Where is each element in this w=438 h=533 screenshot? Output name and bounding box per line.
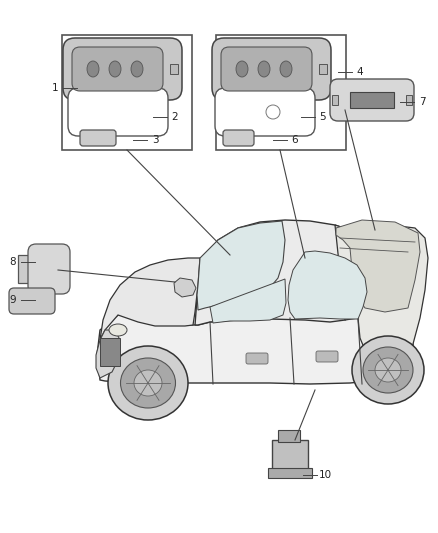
Polygon shape xyxy=(195,220,378,325)
FancyBboxPatch shape xyxy=(330,79,414,121)
Ellipse shape xyxy=(236,61,248,77)
Bar xyxy=(278,430,300,442)
Ellipse shape xyxy=(109,61,121,77)
FancyBboxPatch shape xyxy=(212,38,331,100)
FancyBboxPatch shape xyxy=(223,130,254,146)
FancyBboxPatch shape xyxy=(80,130,116,146)
Bar xyxy=(350,92,394,108)
Bar xyxy=(18,255,40,283)
FancyBboxPatch shape xyxy=(246,353,268,364)
Polygon shape xyxy=(100,258,200,340)
FancyBboxPatch shape xyxy=(221,47,312,91)
Polygon shape xyxy=(174,278,196,297)
FancyBboxPatch shape xyxy=(28,244,70,294)
Bar xyxy=(272,440,308,472)
Text: 1: 1 xyxy=(52,83,58,93)
Ellipse shape xyxy=(134,370,162,396)
Ellipse shape xyxy=(375,358,401,382)
Ellipse shape xyxy=(131,61,143,77)
Text: 9: 9 xyxy=(10,295,16,305)
Ellipse shape xyxy=(352,336,424,404)
FancyBboxPatch shape xyxy=(9,288,55,314)
Polygon shape xyxy=(288,251,367,319)
Text: 3: 3 xyxy=(152,135,158,145)
Ellipse shape xyxy=(87,61,99,77)
Text: 5: 5 xyxy=(320,112,326,122)
Text: 10: 10 xyxy=(318,470,332,480)
Polygon shape xyxy=(96,330,120,378)
Bar xyxy=(100,338,120,366)
Bar xyxy=(170,64,178,74)
FancyBboxPatch shape xyxy=(316,351,338,362)
Bar xyxy=(268,468,312,478)
Ellipse shape xyxy=(108,346,188,420)
FancyBboxPatch shape xyxy=(68,88,168,136)
Bar xyxy=(216,35,346,150)
Ellipse shape xyxy=(280,61,292,77)
Text: 7: 7 xyxy=(419,97,425,107)
Bar xyxy=(332,95,338,105)
Polygon shape xyxy=(97,308,414,384)
FancyBboxPatch shape xyxy=(215,88,315,136)
FancyBboxPatch shape xyxy=(63,38,182,100)
FancyBboxPatch shape xyxy=(72,47,163,91)
Ellipse shape xyxy=(258,61,270,77)
Bar xyxy=(406,95,412,105)
Ellipse shape xyxy=(120,358,176,408)
Text: 2: 2 xyxy=(172,112,178,122)
Polygon shape xyxy=(197,221,285,310)
Polygon shape xyxy=(210,279,286,323)
Bar xyxy=(62,35,192,150)
Polygon shape xyxy=(336,220,420,312)
Text: 8: 8 xyxy=(10,257,16,267)
Text: 6: 6 xyxy=(292,135,298,145)
Bar xyxy=(319,64,327,74)
Ellipse shape xyxy=(109,324,127,336)
Polygon shape xyxy=(335,225,428,360)
Text: 4: 4 xyxy=(357,67,363,77)
Ellipse shape xyxy=(363,347,413,393)
